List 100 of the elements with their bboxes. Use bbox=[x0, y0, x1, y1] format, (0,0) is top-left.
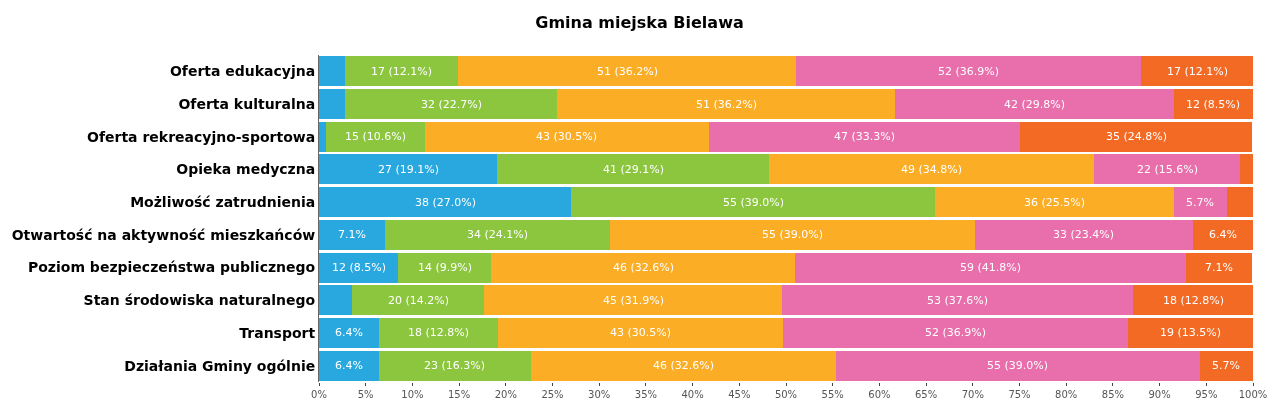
bar bbox=[782, 285, 1134, 316]
data-label: 43 (30.5%) bbox=[610, 326, 672, 339]
bar bbox=[378, 317, 499, 348]
data-label: 18 (12.8%) bbox=[1163, 294, 1225, 307]
data-label: 27 (19.1%) bbox=[378, 163, 440, 176]
bar bbox=[378, 350, 532, 381]
x-tick-label: 90% bbox=[1148, 389, 1171, 400]
y-tick-label: Oferta edukacyjna bbox=[169, 63, 316, 80]
x-tick-label: 10% bbox=[401, 389, 424, 400]
bar bbox=[319, 187, 572, 218]
bar bbox=[484, 285, 783, 316]
bar bbox=[385, 219, 611, 250]
data-label: 34 (24.1%) bbox=[467, 228, 529, 241]
bar bbox=[490, 252, 796, 283]
bar bbox=[895, 89, 1174, 120]
data-label: 23 (16.3%) bbox=[424, 359, 486, 372]
data-label: 7.1% bbox=[1205, 261, 1233, 274]
data-label: 12 (8.5%) bbox=[332, 261, 387, 274]
y-tick-label: Otwartość na aktywność mieszkańców bbox=[11, 226, 316, 243]
bar bbox=[351, 285, 485, 316]
y-tick-label: Transport bbox=[239, 324, 316, 341]
x-tick-label: 20% bbox=[494, 389, 517, 400]
bar bbox=[1173, 187, 1227, 218]
bar bbox=[319, 285, 352, 316]
bar bbox=[319, 89, 346, 120]
data-label: 46 (32.6%) bbox=[653, 359, 715, 372]
bar bbox=[709, 121, 1021, 152]
bar bbox=[424, 121, 710, 152]
data-label: 6.4% bbox=[335, 326, 363, 339]
bar bbox=[610, 219, 975, 250]
data-label: 52 (36.9%) bbox=[938, 65, 1000, 78]
bar bbox=[531, 350, 836, 381]
data-label: 51 (36.2%) bbox=[696, 98, 758, 111]
bar bbox=[974, 219, 1194, 250]
data-label: 36 (25.5%) bbox=[1024, 196, 1086, 209]
bar bbox=[345, 89, 558, 120]
x-tick-label: 45% bbox=[728, 389, 751, 400]
data-label: 22 (15.6%) bbox=[1137, 163, 1199, 176]
data-label: 12 (8.5%) bbox=[1186, 98, 1241, 111]
bar bbox=[835, 350, 1200, 381]
x-tick-label: 25% bbox=[541, 389, 564, 400]
data-label: 35 (24.8%) bbox=[1106, 130, 1168, 143]
x-tick-label: 85% bbox=[1101, 389, 1125, 400]
data-label: 55 (39.0%) bbox=[723, 196, 785, 209]
bar bbox=[557, 89, 896, 120]
data-label: 45 (31.9%) bbox=[603, 294, 665, 307]
x-tick-label: 75% bbox=[1008, 389, 1031, 400]
x-tick-label: 55% bbox=[821, 389, 844, 400]
data-label: 18 (12.8%) bbox=[408, 326, 470, 339]
bar bbox=[345, 56, 459, 87]
data-label: 5.7% bbox=[1186, 196, 1214, 209]
data-label: 5.7% bbox=[1212, 359, 1240, 372]
bar bbox=[398, 252, 491, 283]
y-tick-label: Działania Gminy ogólnie bbox=[124, 357, 316, 374]
data-label: 6.4% bbox=[1209, 228, 1237, 241]
x-tick-label: 35% bbox=[634, 389, 658, 400]
bar bbox=[1094, 154, 1240, 185]
bar bbox=[1185, 252, 1253, 283]
x-tick-label: 15% bbox=[447, 389, 471, 400]
x-tick-label: 30% bbox=[588, 389, 611, 400]
bar bbox=[1127, 317, 1253, 348]
bar bbox=[795, 252, 1186, 283]
data-label: 53 (37.6%) bbox=[927, 294, 989, 307]
x-tick-label: 70% bbox=[961, 389, 984, 400]
bar bbox=[1239, 154, 1253, 185]
data-label: 43 (30.5%) bbox=[536, 130, 598, 143]
x-tick-label: 100% bbox=[1238, 389, 1268, 400]
data-label: 15 (10.6%) bbox=[345, 130, 407, 143]
x-tick-label: 60% bbox=[868, 389, 891, 400]
data-label: 47 (33.3%) bbox=[834, 130, 896, 143]
bar bbox=[498, 317, 784, 348]
bar bbox=[319, 219, 386, 250]
data-label: 17 (12.1%) bbox=[371, 65, 433, 78]
y-tick-label: Oferta kulturalna bbox=[178, 95, 316, 112]
y-tick-label: Możliwość zatrudnienia bbox=[130, 194, 316, 211]
data-label: 55 (39.0%) bbox=[987, 359, 1049, 372]
bar bbox=[325, 121, 425, 152]
bar bbox=[319, 317, 379, 348]
bar bbox=[319, 252, 399, 283]
data-label: 41 (29.1%) bbox=[603, 163, 665, 176]
x-tick-label: 95% bbox=[1195, 389, 1218, 400]
bar bbox=[497, 154, 770, 185]
data-label: 6.4% bbox=[335, 359, 363, 372]
data-label: 59 (41.8%) bbox=[960, 261, 1022, 274]
bar bbox=[769, 154, 1095, 185]
y-tick-label: Poziom bezpieczeństwa publicznego bbox=[27, 259, 316, 276]
data-label: 20 (14.2%) bbox=[388, 294, 450, 307]
bar bbox=[319, 121, 326, 152]
bar bbox=[1199, 350, 1253, 381]
bar bbox=[319, 56, 346, 87]
data-label: 33 (23.4%) bbox=[1053, 228, 1115, 241]
bar bbox=[1173, 89, 1253, 120]
bar bbox=[935, 187, 1174, 218]
data-label: 52 (36.9%) bbox=[925, 326, 987, 339]
chart-title: Gmina miejska Bielawa bbox=[535, 12, 744, 32]
data-label: 49 (34.8%) bbox=[901, 163, 963, 176]
bar bbox=[319, 350, 379, 381]
x-tick-label: 50% bbox=[774, 389, 798, 400]
x-tick-label: 0% bbox=[311, 389, 327, 400]
bar bbox=[1140, 56, 1253, 87]
